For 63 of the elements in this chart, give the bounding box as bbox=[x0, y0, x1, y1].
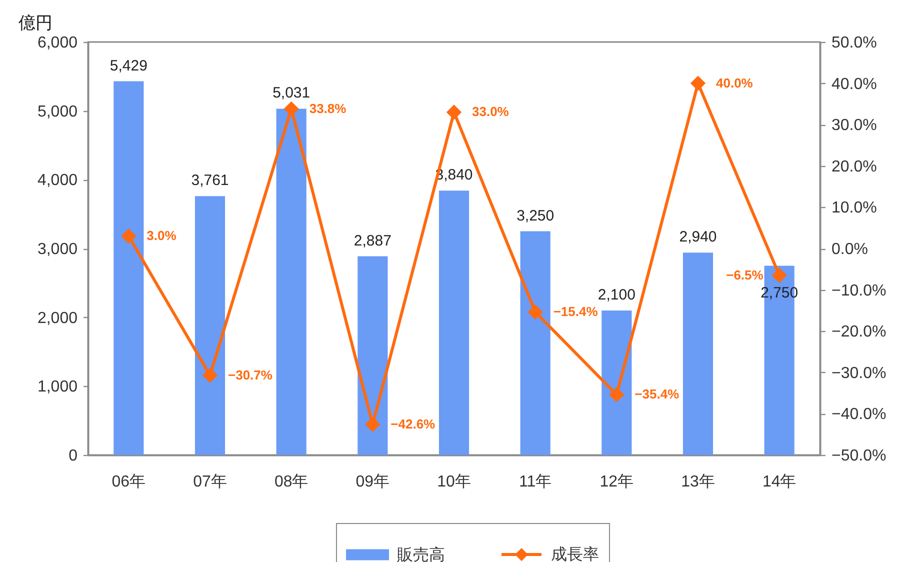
x-tick-label: 12年 bbox=[600, 474, 634, 490]
y2-tick-label: 10.0% bbox=[832, 200, 877, 217]
data-label: 2,940 bbox=[679, 228, 717, 246]
y2-tick-label: 30.0% bbox=[832, 117, 877, 134]
x-tick-label: 14年 bbox=[762, 474, 796, 490]
point bbox=[446, 104, 462, 120]
data-label: −6.5% bbox=[726, 267, 764, 282]
y-tick-label: 1,000 bbox=[37, 378, 78, 396]
y2-tick-label: −40.0% bbox=[832, 406, 886, 424]
bar bbox=[276, 108, 306, 455]
point bbox=[202, 368, 218, 383]
y2-tick-label: −50.0% bbox=[832, 448, 886, 464]
y2-tick-label: −20.0% bbox=[832, 324, 886, 341]
y2-tick-label: −30.0% bbox=[832, 364, 886, 382]
data-label: −35.4% bbox=[634, 386, 680, 402]
x-tick-label: 06年 bbox=[112, 474, 146, 490]
x-tick-label: 09年 bbox=[356, 474, 390, 490]
y-tick-label: 2,000 bbox=[37, 310, 78, 327]
y2-tick-label: 50.0% bbox=[832, 34, 877, 52]
data-label: 5,429 bbox=[110, 57, 148, 74]
y-tick-label: 3,000 bbox=[37, 241, 78, 258]
point bbox=[609, 387, 624, 402]
y2-tick-label: 20.0% bbox=[832, 158, 877, 176]
bar bbox=[114, 81, 144, 455]
legend-label: 販売高 bbox=[397, 546, 445, 562]
y-tick-label: 5,000 bbox=[37, 103, 78, 120]
data-label: −30.7% bbox=[228, 367, 273, 382]
x-tick-label: 13年 bbox=[681, 474, 715, 490]
point bbox=[772, 268, 787, 283]
bar bbox=[602, 310, 632, 455]
data-label: 2,100 bbox=[598, 286, 636, 304]
bar bbox=[520, 231, 550, 455]
x-tick-label: 11年 bbox=[519, 474, 552, 490]
y2-tick-label: 0.0% bbox=[832, 241, 868, 258]
data-label: 3,250 bbox=[516, 207, 554, 224]
x-tick-label: 07年 bbox=[193, 474, 227, 490]
x-tick-label: 08年 bbox=[274, 474, 308, 490]
y2-tick-label: 40.0% bbox=[832, 76, 877, 93]
data-label: 5,031 bbox=[272, 84, 310, 102]
point bbox=[690, 76, 706, 91]
x-tick-label: 10年 bbox=[437, 474, 471, 490]
bar bbox=[682, 252, 714, 455]
point bbox=[284, 101, 299, 116]
y-tick-label: 4,000 bbox=[37, 172, 78, 190]
bar bbox=[358, 256, 388, 455]
data-label: 33.0% bbox=[472, 104, 510, 120]
bar bbox=[438, 190, 470, 455]
y2-tick-label: −10.0% bbox=[832, 282, 886, 300]
y-tick-label: 0 bbox=[68, 448, 78, 464]
legend-label: 成長率 bbox=[551, 546, 599, 562]
data-label: 33.8% bbox=[309, 100, 347, 116]
data-label: −15.4% bbox=[553, 304, 598, 320]
point bbox=[365, 416, 380, 432]
data-label: 2,887 bbox=[354, 232, 392, 250]
point bbox=[528, 304, 543, 320]
data-label: 40.0% bbox=[716, 75, 754, 90]
y-tick-label: 6,000 bbox=[37, 34, 78, 52]
data-label: 3,761 bbox=[191, 172, 229, 190]
bar bbox=[194, 196, 226, 455]
data-label: −42.6% bbox=[390, 416, 436, 432]
point bbox=[121, 228, 136, 244]
data-label: 3.0% bbox=[146, 228, 177, 244]
y-axis-title: 億円 bbox=[18, 14, 52, 32]
